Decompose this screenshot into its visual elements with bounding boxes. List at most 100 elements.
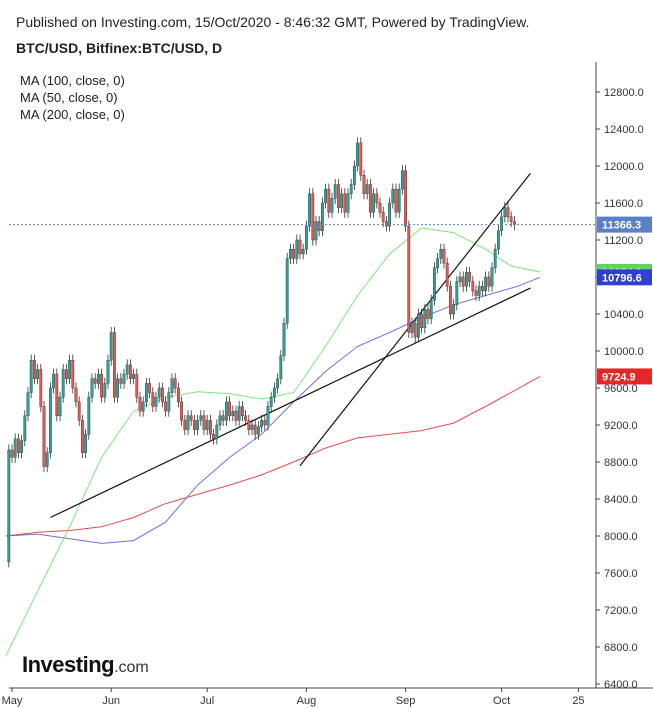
candle-body: [202, 415, 206, 430]
candle-body: [74, 387, 78, 403]
investing-logo: Investing.com: [22, 652, 149, 678]
candle-body: [471, 281, 475, 292]
candle-body: [29, 360, 33, 393]
candle-body: [90, 378, 94, 398]
candle-body: [343, 193, 347, 213]
candle-body: [192, 420, 196, 430]
candle-body: [42, 406, 46, 467]
candle-body: [321, 202, 324, 231]
candle-body: [100, 373, 104, 398]
candle-body: [500, 216, 503, 231]
candle-body: [173, 378, 177, 389]
y-tick-label: 9600.0: [604, 383, 638, 395]
y-tick-label: 6400.0: [604, 679, 638, 691]
candle-body: [148, 383, 151, 393]
candle-body: [208, 420, 212, 435]
candle-body: [215, 424, 219, 440]
candle-body: [176, 387, 180, 403]
candle-body: [125, 364, 129, 375]
candle-body: [196, 420, 199, 430]
candle-body: [365, 184, 369, 194]
candle-body: [282, 323, 286, 356]
candle-body: [180, 401, 183, 421]
candle-body: [45, 452, 49, 467]
candle-body: [452, 304, 455, 315]
candle-body: [231, 410, 235, 416]
candle-body: [253, 424, 257, 435]
candle-body: [122, 373, 126, 384]
legend-ma200: MA (200, close, 0): [20, 107, 125, 122]
y-tick-label: 7600.0: [604, 568, 638, 580]
x-tick-label: Oct: [493, 695, 510, 707]
candle-body: [116, 378, 120, 398]
candle-body: [509, 216, 513, 222]
candle-body: [170, 378, 174, 393]
x-tick-label: Aug: [297, 695, 317, 707]
candle-body: [308, 193, 311, 227]
candle-body: [461, 276, 465, 287]
candle-body: [388, 202, 391, 227]
candle-body: [221, 415, 225, 421]
candle-body: [426, 309, 430, 319]
candle-body: [39, 369, 43, 407]
candle-body: [324, 188, 327, 204]
candle-body: [458, 276, 462, 282]
candle-body: [224, 401, 228, 421]
y-tick-label: 8000.0: [604, 531, 638, 543]
candle-body: [189, 415, 193, 421]
candle-body: [71, 360, 75, 389]
candle-body: [333, 184, 337, 199]
candle-body: [314, 221, 318, 241]
y-tick-label: 12000.0: [604, 161, 644, 173]
candle-body: [298, 239, 302, 255]
y-tick-label: 10400.0: [604, 309, 644, 321]
logo-brand: Investing: [22, 652, 115, 677]
ma200-badge: 9724.9: [602, 371, 636, 383]
candle-body: [77, 401, 81, 421]
candle-body: [132, 373, 135, 379]
candle-body: [279, 355, 283, 379]
candle-body: [20, 440, 23, 453]
ma100-line: [5, 276, 541, 544]
candle-body: [87, 397, 91, 435]
x-tick-label: May: [2, 695, 23, 707]
candle-body: [439, 249, 443, 259]
trendline-1: [50, 287, 531, 519]
candle-body: [7, 449, 11, 563]
candle-body: [340, 193, 343, 208]
ma100-badge: 10796.6: [602, 272, 642, 284]
candle-body: [404, 170, 407, 227]
candle-body: [160, 387, 164, 403]
candle-body: [305, 225, 308, 250]
candle-body: [477, 286, 481, 296]
candle-body: [80, 420, 84, 453]
candle-body: [240, 406, 244, 416]
candle-body: [385, 221, 388, 227]
candle-body: [55, 373, 59, 416]
candle-body: [167, 392, 171, 412]
x-tick-label: 25: [572, 695, 584, 707]
candle-body: [164, 401, 167, 412]
y-tick-label: 7200.0: [604, 605, 638, 617]
candle-body: [154, 397, 158, 407]
candle-body: [372, 193, 375, 213]
y-tick-label: 6800.0: [604, 642, 638, 654]
candle-body: [157, 387, 161, 398]
candle-body: [285, 258, 289, 324]
candle-body: [295, 239, 299, 259]
candle-body: [407, 225, 411, 333]
ma200-line: [5, 375, 541, 537]
candle-body: [23, 415, 27, 441]
candle-body: [61, 369, 65, 398]
candle-body: [218, 415, 222, 426]
last-price-badge: 11366.3: [602, 220, 641, 232]
candle-body: [84, 434, 88, 453]
candle-body: [330, 198, 334, 213]
candle-body: [317, 221, 321, 231]
y-tick-label: 11200.0: [604, 235, 643, 247]
candle-body: [401, 170, 404, 190]
candle-body: [455, 281, 459, 305]
y-tick-label: 11600.0: [604, 198, 643, 210]
candle-body: [151, 392, 155, 407]
